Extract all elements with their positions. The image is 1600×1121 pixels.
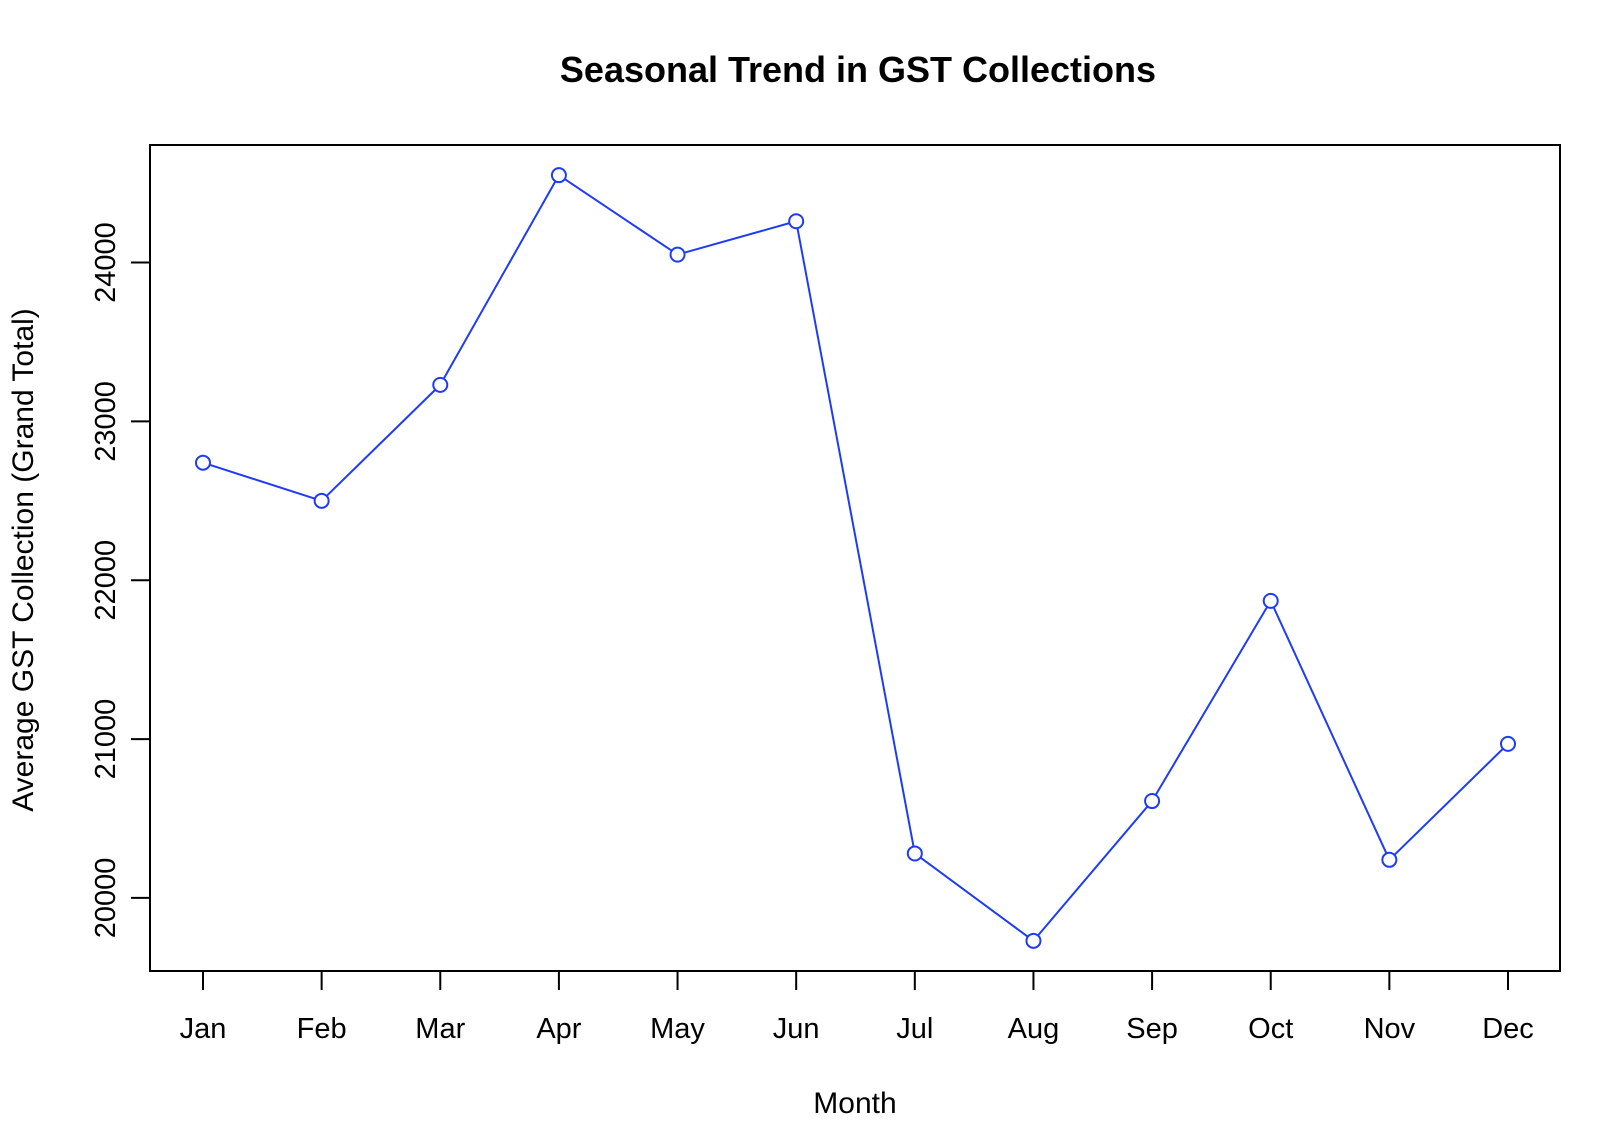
data-point-dec <box>1500 735 1516 752</box>
data-point-aug <box>1025 932 1042 949</box>
line-segment-nov-dec <box>1393 748 1504 856</box>
plot-frame <box>149 144 1561 972</box>
x-tick-label-sep: Sep <box>1126 1013 1178 1045</box>
series-gst <box>195 167 1516 949</box>
line-segment-mar-apr <box>442 180 557 380</box>
data-point-feb <box>313 492 330 509</box>
y-axis-label: Average GST Collection (Grand Total) <box>7 308 40 812</box>
y-axis: 20000 21000 22000 23000 24000 <box>90 222 150 938</box>
line-segment-may-jun <box>684 222 790 254</box>
x-tick-label-jun: Jun <box>773 1013 820 1045</box>
data-point-apr <box>550 167 567 184</box>
x-axis: Jan Feb Mar Apr May Jun Jul Aug Sep Oct Nov Dec <box>180 971 1534 1045</box>
data-point-sep <box>1144 793 1161 810</box>
x-tick-label-apr: Apr <box>536 1013 581 1045</box>
data-point-jun <box>788 213 805 230</box>
y-tick-label-22000: 22000 <box>90 540 122 621</box>
line-segment-aug-sep <box>1037 805 1149 937</box>
line-segment-jun-jul <box>796 227 915 847</box>
x-tick-label-jul: Jul <box>896 1013 933 1045</box>
data-point-jan <box>195 454 211 471</box>
line-segment-feb-mar <box>325 389 436 497</box>
line-segment-sep-oct <box>1154 606 1269 796</box>
x-tick-label-may: May <box>650 1013 705 1045</box>
chart-title: Seasonal Trend in GST Collections <box>560 49 1156 90</box>
y-tick-label-24000: 24000 <box>90 222 122 303</box>
x-tick-label-dec: Dec <box>1482 1013 1534 1045</box>
x-axis-label: Month <box>813 1087 896 1120</box>
x-tick-label-nov: Nov <box>1364 1013 1416 1045</box>
y-tick-label-23000: 23000 <box>90 381 122 462</box>
data-point-oct <box>1262 592 1279 609</box>
data-point-nov <box>1381 851 1398 868</box>
data-point-jul <box>906 845 923 862</box>
line-segment-jul-aug <box>919 856 1029 938</box>
line-segment-oct-nov <box>1272 606 1388 854</box>
x-tick-label-aug: Aug <box>1008 1013 1060 1045</box>
x-tick-label-mar: Mar <box>415 1013 465 1045</box>
data-point-mar <box>432 376 449 393</box>
x-tick-label-feb: Feb <box>297 1013 347 1045</box>
data-point-may <box>669 246 686 263</box>
line-segment-jan-feb <box>209 463 316 500</box>
y-tick-label-21000: 21000 <box>90 699 122 780</box>
x-tick-label-jan: Jan <box>180 1013 227 1045</box>
x-tick-label-oct: Oct <box>1248 1013 1293 1045</box>
line-segment-apr-may <box>564 178 673 252</box>
y-tick-label-20000: 20000 <box>90 858 122 939</box>
